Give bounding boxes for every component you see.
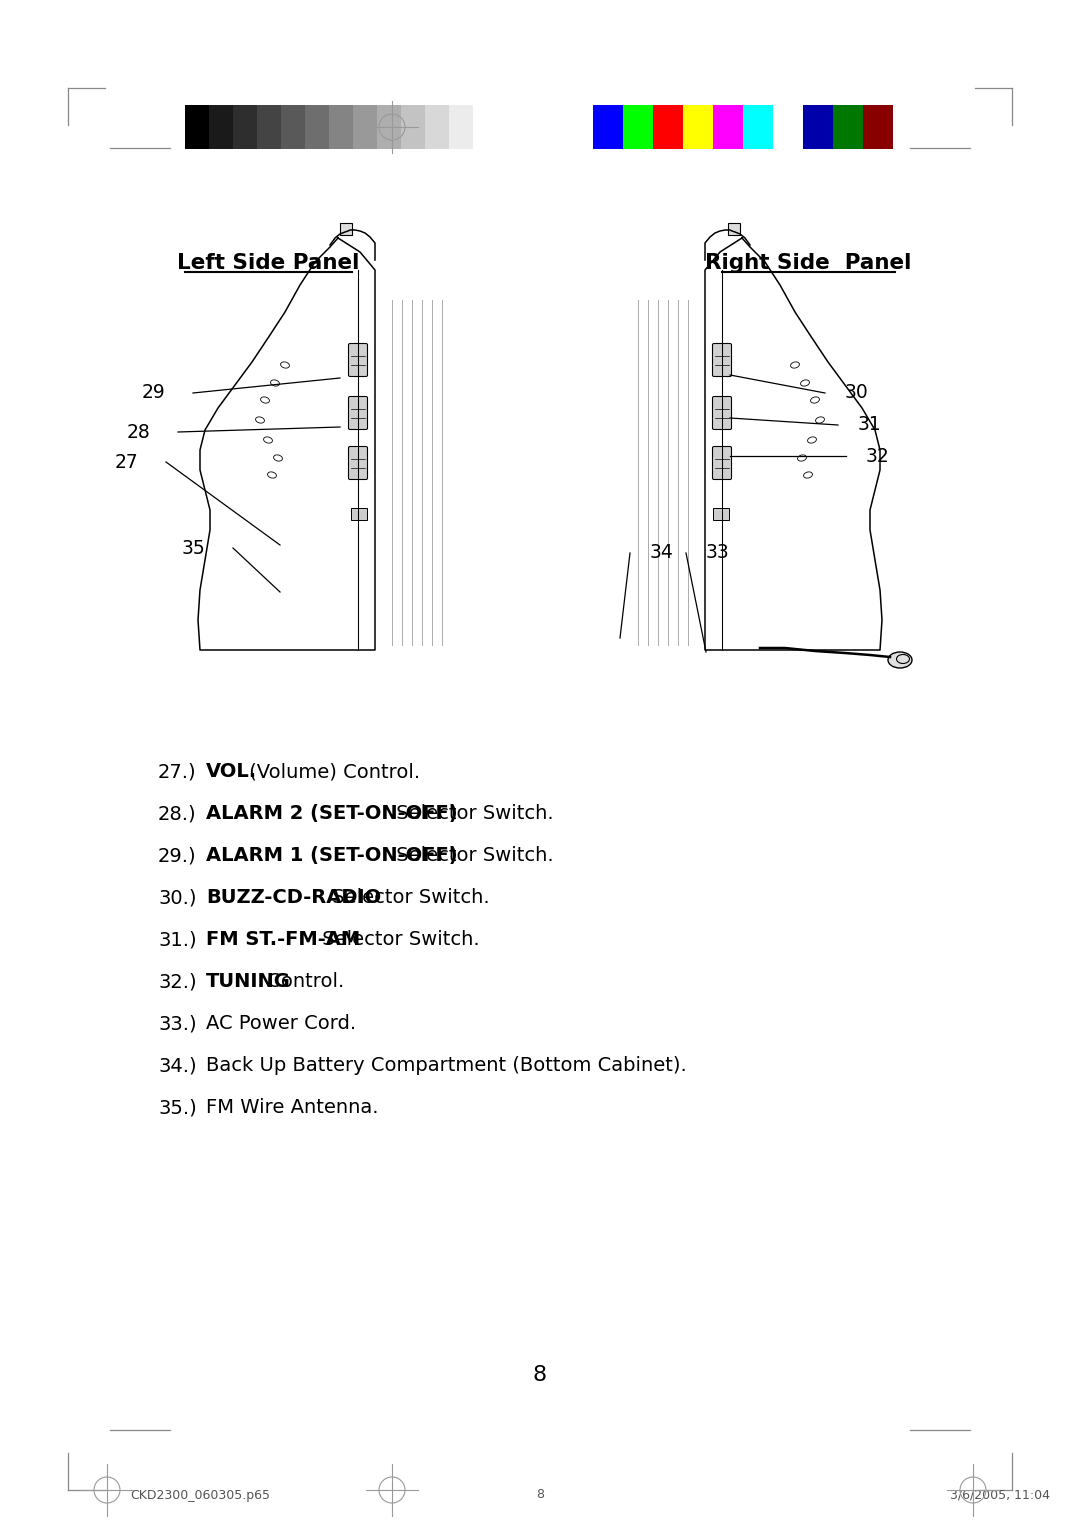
Bar: [353, 105, 377, 150]
Bar: [804, 105, 833, 150]
Bar: [773, 105, 804, 150]
Text: 34.): 34.): [158, 1056, 197, 1076]
Text: Left Side Panel: Left Side Panel: [177, 254, 360, 274]
Bar: [426, 105, 449, 150]
Text: Right Side  Panel: Right Side Panel: [705, 254, 912, 274]
Bar: [863, 105, 893, 150]
Text: 30: 30: [845, 384, 868, 402]
Text: Selector Switch.: Selector Switch.: [316, 931, 480, 949]
Bar: [185, 105, 210, 150]
Text: AC Power Cord.: AC Power Cord.: [206, 1015, 356, 1033]
FancyBboxPatch shape: [713, 446, 731, 480]
Bar: [233, 105, 257, 150]
Text: CKD2300_060305.p65: CKD2300_060305.p65: [130, 1488, 270, 1502]
Bar: [329, 105, 353, 150]
Text: 28: 28: [126, 423, 150, 442]
Text: Back Up Battery Compartment (Bottom Cabinet).: Back Up Battery Compartment (Bottom Cabi…: [206, 1056, 687, 1076]
Text: 35.): 35.): [158, 1099, 197, 1117]
Bar: [743, 105, 773, 150]
Bar: [305, 105, 329, 150]
Text: BUZZ-CD-RADIO: BUZZ-CD-RADIO: [206, 888, 381, 908]
FancyBboxPatch shape: [349, 446, 367, 480]
Bar: [473, 105, 497, 150]
Bar: [713, 507, 729, 520]
Text: FM ST.-FM-AM: FM ST.-FM-AM: [206, 931, 361, 949]
Text: Selector Switch.: Selector Switch.: [390, 804, 554, 824]
Text: TUNING: TUNING: [206, 972, 291, 992]
Text: 32.): 32.): [158, 972, 197, 992]
Text: 31: 31: [858, 416, 881, 434]
FancyBboxPatch shape: [349, 396, 367, 429]
Bar: [449, 105, 473, 150]
Bar: [833, 105, 863, 150]
Text: 29: 29: [141, 384, 165, 402]
Bar: [623, 105, 653, 150]
Text: 29.): 29.): [158, 847, 197, 865]
Text: 35: 35: [181, 538, 205, 558]
Text: 8: 8: [532, 1365, 548, 1384]
Text: 34: 34: [650, 544, 674, 562]
Bar: [340, 223, 352, 235]
Bar: [728, 223, 740, 235]
Text: Control.: Control.: [261, 972, 345, 992]
FancyBboxPatch shape: [349, 344, 367, 376]
Bar: [683, 105, 713, 150]
Text: 32: 32: [866, 446, 890, 466]
Text: 33.): 33.): [158, 1015, 197, 1033]
Text: 30.): 30.): [158, 888, 197, 908]
Text: 28.): 28.): [158, 804, 197, 824]
Text: 3/6/2005, 11:04: 3/6/2005, 11:04: [950, 1488, 1050, 1502]
Bar: [257, 105, 281, 150]
Text: 33: 33: [706, 544, 730, 562]
Bar: [593, 105, 623, 150]
Bar: [351, 507, 367, 520]
Text: FM Wire Antenna.: FM Wire Antenna.: [206, 1099, 378, 1117]
Bar: [653, 105, 683, 150]
FancyBboxPatch shape: [713, 344, 731, 376]
Bar: [281, 105, 305, 150]
Text: Selector Switch.: Selector Switch.: [390, 847, 554, 865]
FancyBboxPatch shape: [713, 396, 731, 429]
Text: 31.): 31.): [158, 931, 197, 949]
Bar: [401, 105, 426, 150]
Text: Selector Switch.: Selector Switch.: [325, 888, 489, 908]
Text: (Volume) Control.: (Volume) Control.: [243, 762, 420, 781]
Bar: [210, 105, 233, 150]
Text: 8: 8: [536, 1488, 544, 1502]
Ellipse shape: [888, 652, 912, 668]
Text: VOL.: VOL.: [206, 762, 257, 781]
Bar: [713, 105, 743, 150]
Text: ALARM 2 (SET-ON-OFF): ALARM 2 (SET-ON-OFF): [206, 804, 458, 824]
Bar: [377, 105, 401, 150]
Text: 27.): 27.): [158, 762, 197, 781]
Text: ALARM 1 (SET-ON-OFF): ALARM 1 (SET-ON-OFF): [206, 847, 458, 865]
Text: 27: 27: [114, 452, 138, 472]
